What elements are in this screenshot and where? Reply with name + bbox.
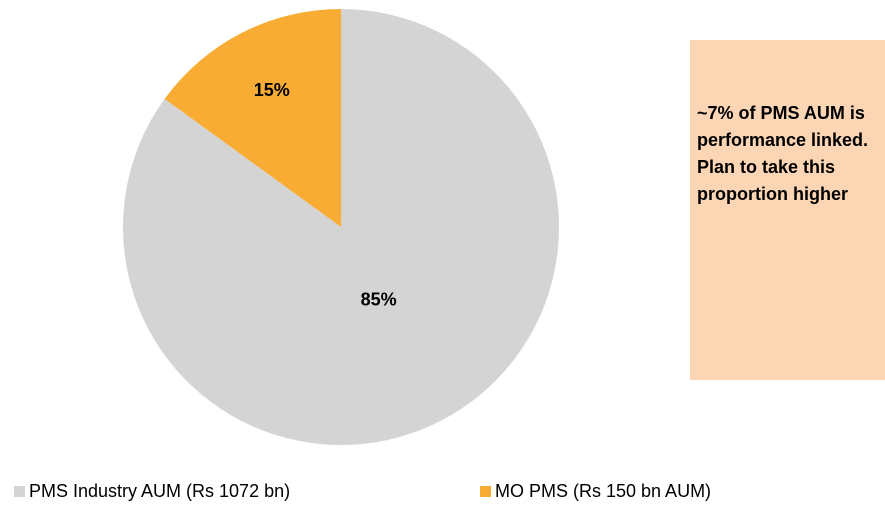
legend-label: MO PMS (Rs 150 bn AUM) bbox=[495, 481, 711, 501]
data-label: 85% bbox=[361, 290, 397, 310]
pie-slice bbox=[122, 9, 560, 446]
legend-swatch bbox=[480, 486, 491, 497]
data-label: 15% bbox=[254, 80, 290, 100]
annotation: ~7% of PMS AUM is performance linked. Pl… bbox=[690, 40, 885, 380]
pie-slice bbox=[164, 9, 341, 227]
legend-label: PMS Industry AUM (Rs 1072 bn) bbox=[29, 481, 290, 501]
legend-swatch bbox=[14, 486, 25, 497]
